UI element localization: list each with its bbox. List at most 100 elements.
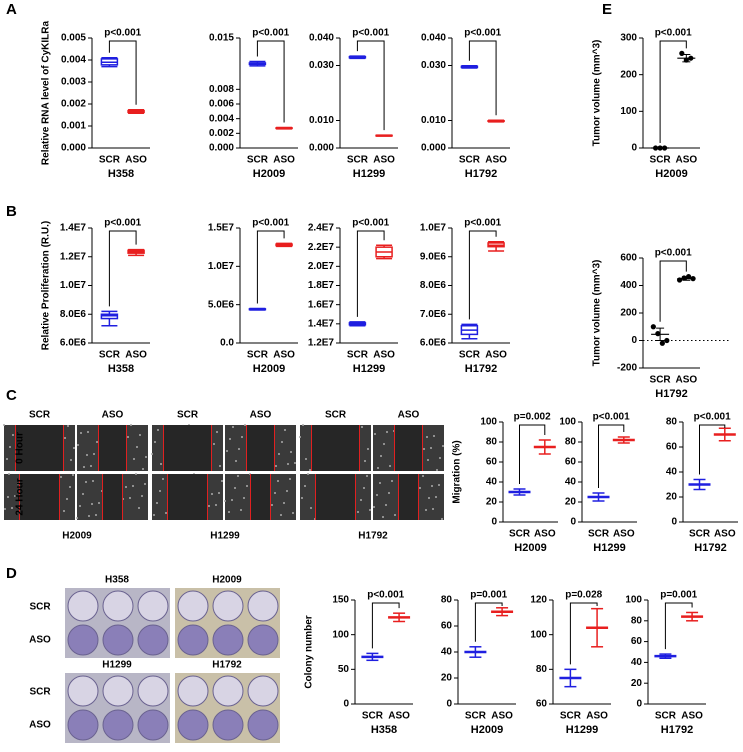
y-axis-title: Relative RNA level of CyKILRa [41, 21, 52, 166]
cell-speckle [284, 429, 286, 431]
cell-speckle [88, 515, 90, 517]
x-axis-title: H2009 [655, 168, 687, 180]
significance-bracket [256, 40, 285, 123]
significance-bracket [256, 230, 285, 304]
colony-well [247, 624, 279, 656]
x-tick-label: SCR [99, 155, 121, 166]
cell-speckle [361, 426, 363, 428]
significance-bracket [356, 230, 385, 317]
y-tick-label: 1.6E7 [308, 299, 335, 310]
cell-speckle [211, 493, 213, 495]
cell-speckle [76, 517, 78, 519]
x-tick-label: SCR [362, 711, 384, 722]
cell-speckle [281, 441, 283, 443]
colony-well [137, 675, 169, 707]
y-tick-label: 60 [631, 636, 643, 647]
cell-speckle [132, 485, 134, 487]
image-column-label: ASO [102, 410, 124, 421]
cell-speckle [441, 518, 443, 520]
cell-speckle [433, 435, 435, 437]
cell-speckle [379, 482, 381, 484]
colony-well [177, 624, 209, 656]
y-tick-label: 0.000 [61, 143, 86, 154]
y-tick-label: -200 [617, 363, 637, 374]
y-tick-label: 40 [565, 477, 577, 488]
image-column-label: ASO [250, 410, 272, 421]
cell-speckle [95, 514, 97, 516]
cell-speckle [376, 494, 378, 496]
colony-well [67, 590, 99, 622]
y-tick-label: 20 [666, 492, 678, 503]
x-axis-title: H1792 [661, 724, 693, 736]
significance-bracket [598, 424, 625, 488]
cell-speckle [307, 473, 309, 475]
image-group-label: H1792 [358, 531, 388, 542]
cell-speckle [292, 512, 294, 514]
y-tick-label: 40 [666, 467, 678, 478]
y-tick-label: 8.0E6 [420, 280, 447, 291]
cell-speckle [66, 498, 68, 500]
cell-speckle [224, 500, 226, 502]
y-tick-label: 20 [631, 678, 643, 689]
cell-speckle [301, 497, 303, 499]
significance-bracket [664, 602, 693, 650]
x-axis-title: H358 [108, 363, 134, 375]
image-row-label: 0 Hour [15, 432, 26, 464]
data-point [657, 145, 663, 151]
cell-speckle [271, 504, 273, 506]
data-point [655, 331, 661, 337]
cell-speckle [369, 509, 371, 511]
p-value: p=0.001 [660, 590, 697, 601]
significance-bracket [699, 424, 726, 475]
y-tick-label: 20 [565, 497, 577, 508]
cell-speckle [221, 480, 223, 482]
significance-bracket [519, 424, 546, 484]
y-tick-label: 0 [446, 699, 452, 710]
data-point [659, 340, 665, 346]
cell-speckle [432, 508, 434, 510]
y-tick-label: 2.2E7 [308, 242, 335, 253]
p-value: p<0.001 [367, 590, 404, 601]
cell-speckle [278, 453, 280, 455]
colony-well [247, 590, 279, 622]
cell-speckle [87, 431, 89, 433]
cell-speckle [208, 505, 210, 507]
y-axis-title: Tumor volume (mm^3) [592, 260, 603, 367]
y-tick-label: 50 [338, 664, 350, 675]
cell-speckle [80, 432, 82, 434]
y-tick-label: 100 [620, 106, 637, 117]
x-tick-label: SCR [655, 711, 677, 722]
cell-speckle [218, 492, 220, 494]
y-tick-label: 60 [666, 442, 678, 453]
x-tick-label: ASO [485, 155, 507, 166]
x-tick-label: SCR [247, 350, 269, 361]
cell-speckle [133, 458, 135, 460]
y-tick-label: 9.0E6 [420, 251, 447, 262]
significance-bracket [108, 230, 137, 307]
wound-gap [250, 474, 271, 520]
significance-bracket [371, 602, 400, 649]
cell-speckle [394, 514, 396, 516]
x-tick-label: SCR [347, 350, 369, 361]
x-tick-label: SCR [465, 711, 487, 722]
image-group-label: H2009 [62, 531, 92, 542]
y-axis-title: Relative Proliferation (R.U.) [41, 221, 52, 350]
x-tick-label: SCR [509, 529, 531, 540]
y-tick-label: 80 [486, 437, 498, 448]
colony-well [177, 709, 209, 741]
p-value: p<0.001 [352, 28, 389, 39]
cell-speckle [238, 448, 240, 450]
y-tick-label: 0.006 [209, 99, 234, 110]
significance-bracket [659, 260, 687, 322]
panel-label: C [6, 387, 17, 404]
x-tick-label: SCR [247, 155, 269, 166]
image-row-label: SCR [29, 602, 51, 613]
cell-speckle [382, 516, 384, 518]
cell-speckle [286, 490, 288, 492]
data-point [681, 275, 687, 281]
cell-speckle [216, 431, 218, 433]
y-tick-label: 0.000 [309, 143, 334, 154]
cell-speckle [226, 450, 228, 452]
significance-bracket [356, 40, 385, 131]
colony-well [67, 675, 99, 707]
